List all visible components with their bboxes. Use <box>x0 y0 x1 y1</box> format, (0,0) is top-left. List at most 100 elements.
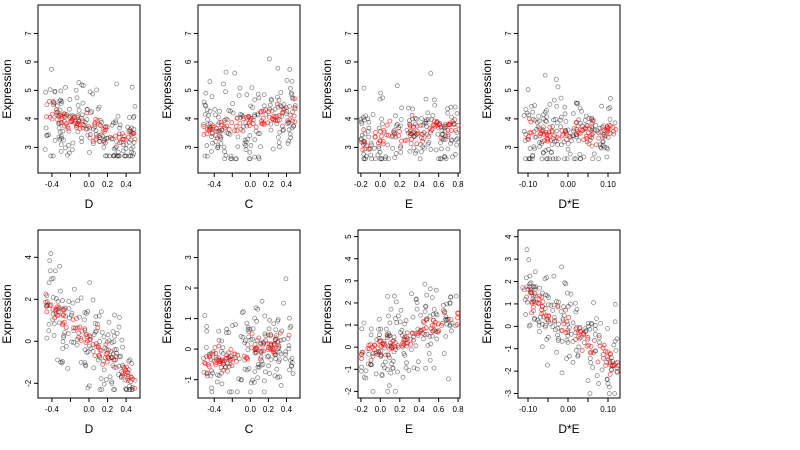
observed-point <box>287 66 293 72</box>
observed-point <box>412 150 418 156</box>
y-tick-label: 4 <box>504 116 513 121</box>
y-tick-label: -2 <box>344 387 353 395</box>
observed-point <box>110 153 116 159</box>
observed-point <box>42 147 48 152</box>
observed-point <box>234 156 239 162</box>
fitted-point <box>390 338 396 344</box>
plot-frame <box>517 4 621 174</box>
observed-point <box>607 117 613 122</box>
observed-point <box>246 156 252 162</box>
fitted-point <box>80 122 86 128</box>
x-axis-label: D*E <box>558 197 579 211</box>
observed-point <box>266 353 271 359</box>
fitted-point <box>87 336 93 342</box>
observed-point <box>287 315 292 321</box>
observed-point <box>596 381 601 386</box>
observed-point <box>550 324 556 330</box>
observed-point <box>423 366 429 371</box>
observed-point <box>375 152 381 158</box>
observed-point <box>392 316 398 321</box>
observed-point <box>87 135 93 141</box>
fitted-point <box>90 341 96 347</box>
fitted-point <box>253 124 259 130</box>
observed-point <box>203 344 209 350</box>
observed-point <box>287 117 293 123</box>
observed-point <box>596 335 602 341</box>
observed-point <box>387 320 393 326</box>
fitted-point <box>600 124 605 130</box>
observed-point <box>292 103 298 108</box>
observed-point <box>276 97 282 103</box>
observed-point <box>426 140 432 145</box>
observed-point <box>277 144 282 150</box>
observed-point <box>426 351 432 356</box>
observed-point <box>548 150 554 155</box>
observed-point <box>438 140 443 146</box>
observed-point <box>93 132 99 138</box>
observed-point <box>576 138 582 143</box>
fitted-point <box>268 333 274 339</box>
observed-point <box>62 330 67 336</box>
fitted-point <box>539 304 545 310</box>
observed-point <box>390 365 396 371</box>
x-tick-label: 0.00 <box>560 180 576 189</box>
y-tick-label: 4 <box>504 234 513 239</box>
observed-point <box>289 363 295 369</box>
fitted-point <box>584 135 590 141</box>
observed-point <box>289 78 295 84</box>
observed-point <box>268 357 274 363</box>
observed-point <box>267 371 273 376</box>
observed-point <box>427 313 433 319</box>
fitted-point <box>80 125 86 131</box>
observed-point <box>261 389 267 395</box>
observed-point <box>102 136 108 142</box>
fitted-point <box>395 342 401 348</box>
observed-point <box>407 118 412 123</box>
fitted-point <box>372 134 378 140</box>
observed-point <box>430 311 436 317</box>
observed-point <box>245 347 251 353</box>
observed-point <box>363 375 369 381</box>
observed-point <box>88 346 94 351</box>
fitted-point <box>385 352 391 358</box>
observed-point <box>111 364 117 370</box>
observed-point <box>524 299 530 305</box>
observed-point <box>445 317 451 322</box>
observed-point <box>291 123 297 129</box>
observed-point <box>74 95 80 101</box>
observed-point <box>44 102 50 108</box>
observed-point <box>52 88 58 94</box>
observed-point <box>276 359 282 365</box>
observed-point <box>454 142 460 148</box>
observed-point <box>554 103 560 109</box>
points-layer <box>358 70 461 162</box>
observed-point <box>414 366 420 372</box>
observed-point <box>250 326 256 332</box>
observed-point <box>115 113 121 119</box>
fitted-point <box>257 356 263 362</box>
fitted-point <box>234 128 240 134</box>
observed-point <box>111 387 116 393</box>
fitted-point <box>260 342 266 348</box>
observed-point <box>104 339 110 345</box>
observed-point <box>370 388 376 394</box>
observed-point <box>50 294 56 300</box>
observed-point <box>46 321 52 327</box>
observed-point <box>58 97 63 103</box>
observed-point <box>448 294 454 300</box>
y-tick-label: 0 <box>24 339 33 344</box>
fitted-point <box>51 100 57 105</box>
observed-point <box>208 149 214 154</box>
observed-point <box>64 152 70 158</box>
observed-point <box>57 98 63 104</box>
observed-point <box>423 303 428 309</box>
observed-point <box>58 88 64 94</box>
observed-point <box>205 117 211 123</box>
observed-point <box>119 337 125 343</box>
observed-point <box>521 129 527 134</box>
observed-point <box>129 387 135 392</box>
observed-point <box>252 315 258 321</box>
fitted-point <box>552 133 558 139</box>
observed-point <box>99 329 105 335</box>
